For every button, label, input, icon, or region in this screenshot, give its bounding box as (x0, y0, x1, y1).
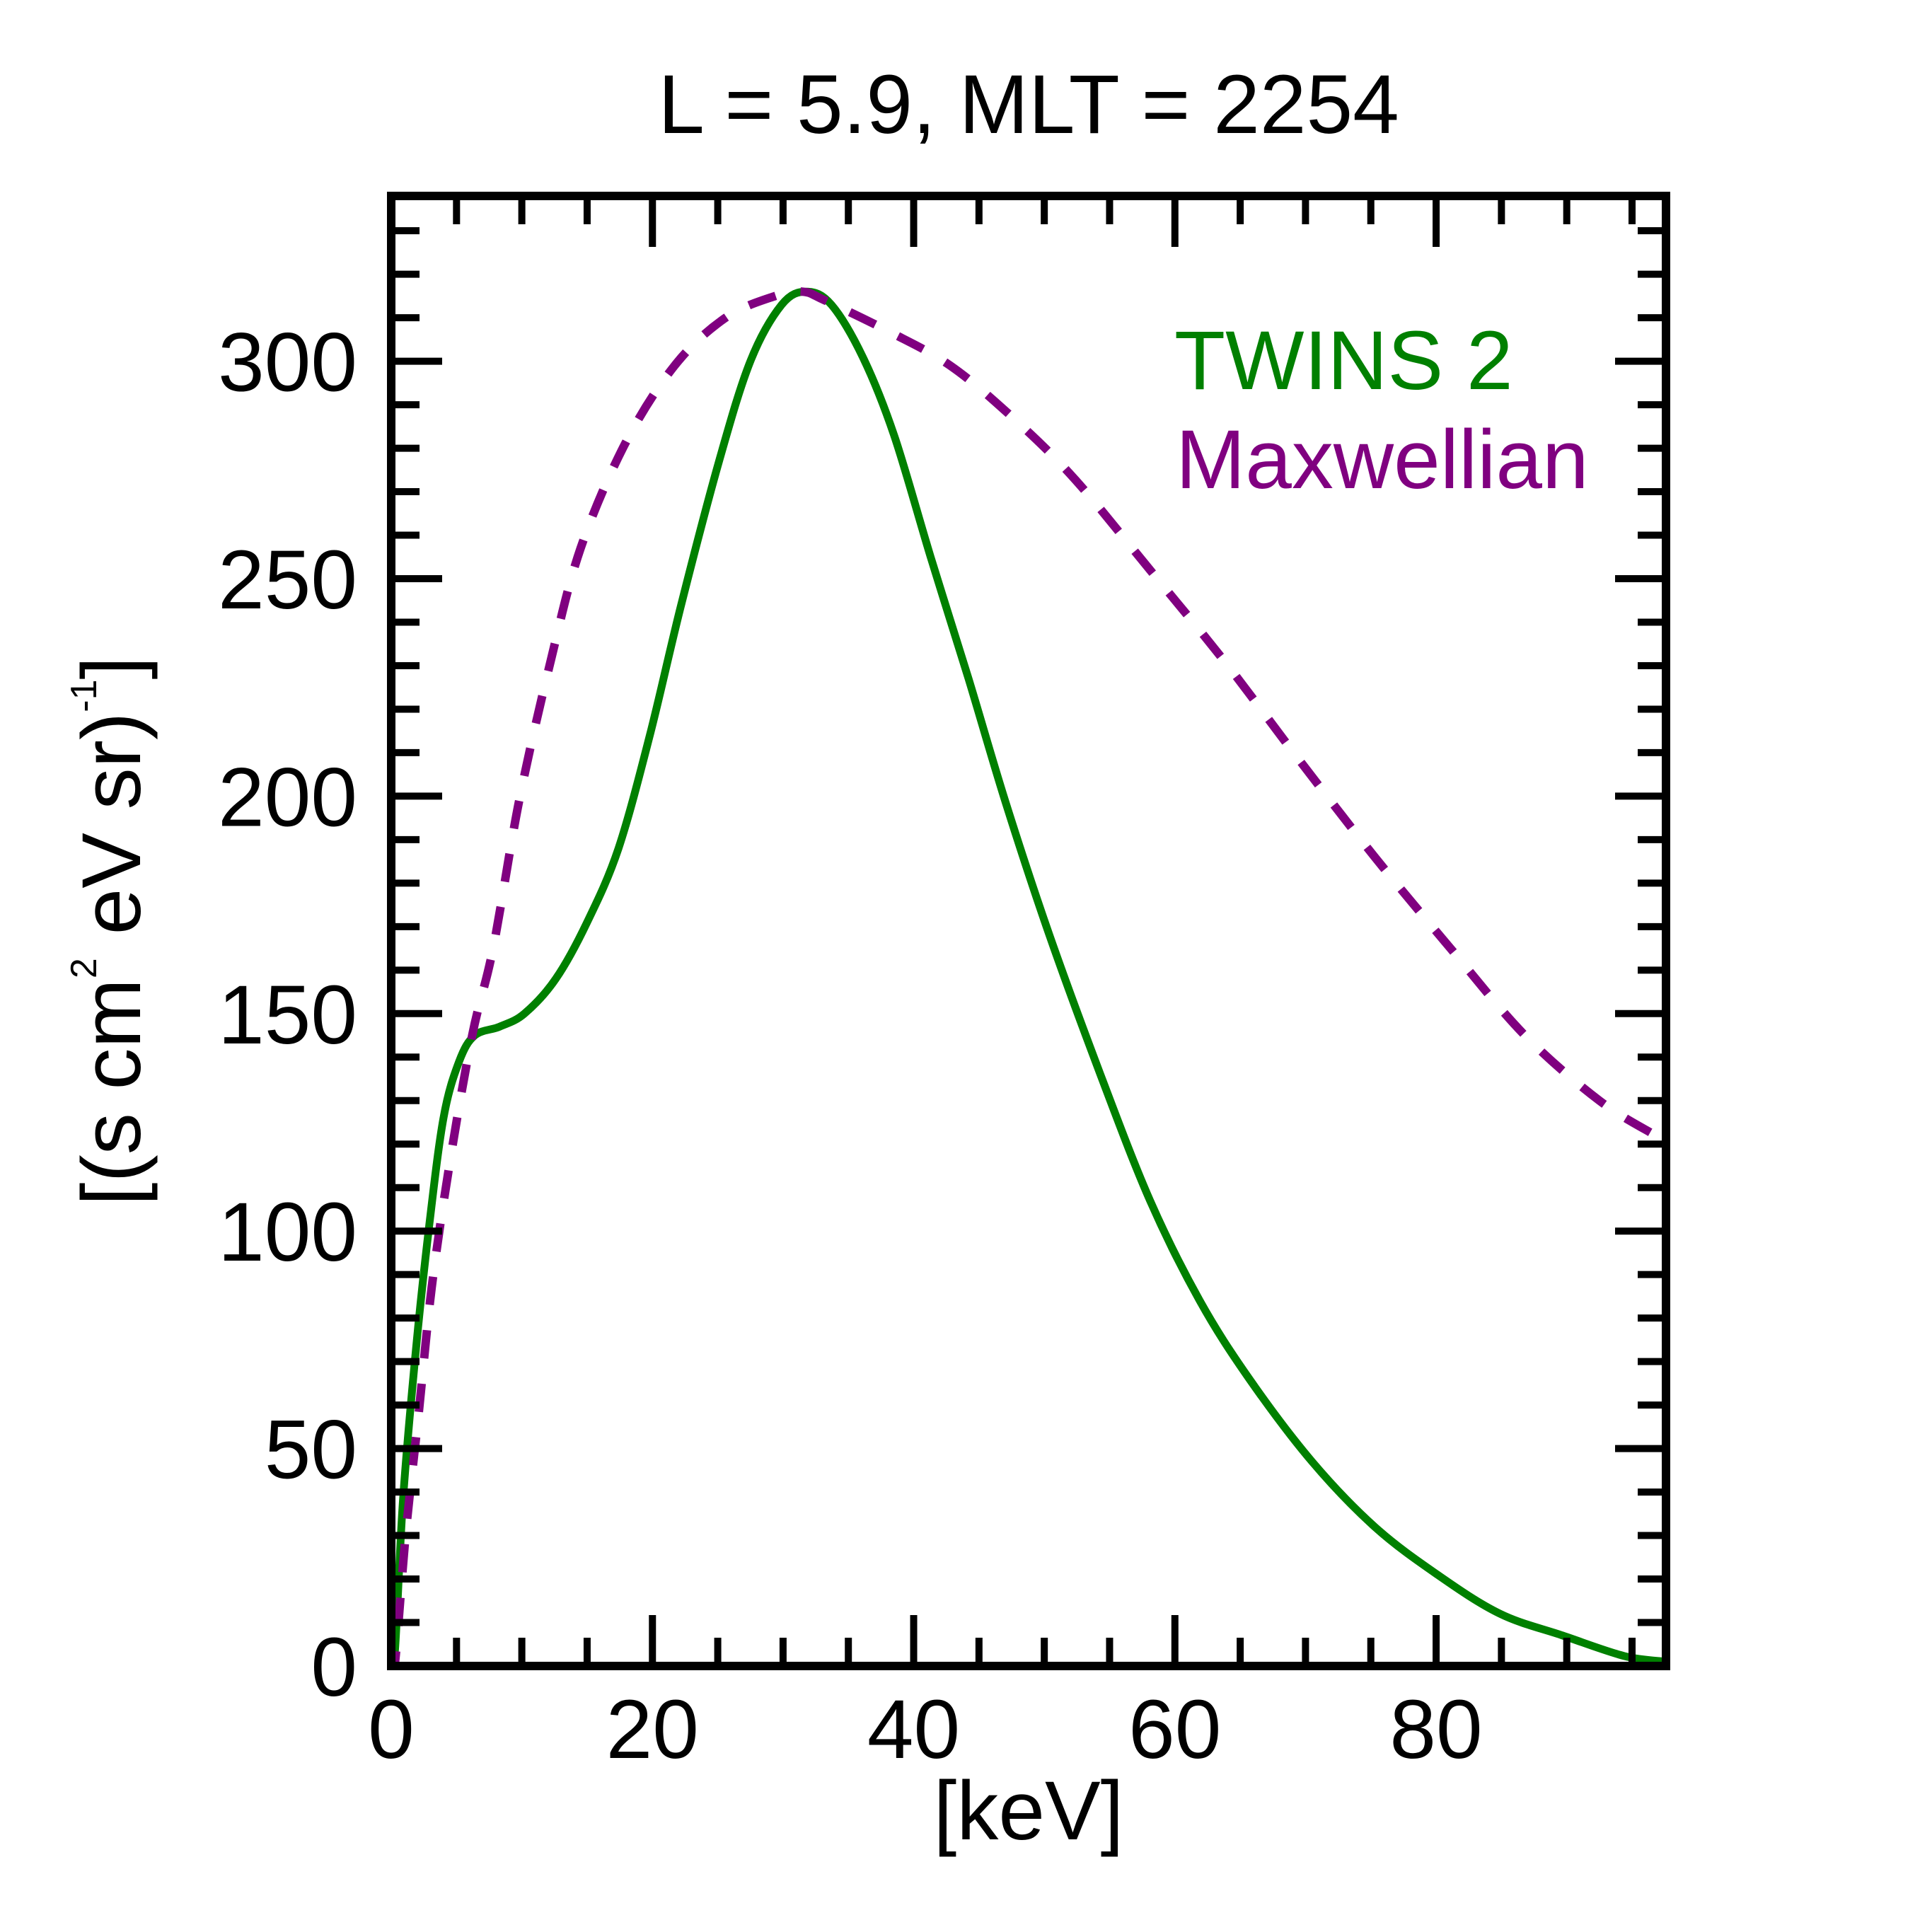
series-line-maxwellian (391, 287, 1658, 1666)
y-axis-label-sup-2: 2 (64, 958, 105, 978)
x-tick-label: 20 (606, 1683, 699, 1776)
legend-entry-maxwellian: Maxwellian (1176, 413, 1589, 507)
plot-frame (387, 192, 1670, 1670)
y-tick-label: 150 (218, 968, 357, 1062)
x-axis-label: [keV] (934, 1764, 1124, 1858)
x-tick-label: 60 (1128, 1683, 1221, 1776)
ticks-layer (388, 196, 1666, 1670)
y-axis-label-sup-neg1: -1 (64, 679, 105, 712)
y-axis-label-part-1: [(s cm (65, 978, 158, 1205)
x-tick-label: 40 (867, 1683, 960, 1776)
y-tick-label: 50 (265, 1404, 357, 1497)
y-axis-label: [(s cm2 eV sr)-1] (64, 656, 158, 1206)
y-axis-label-part-2: eV sr) (65, 712, 158, 959)
legend-entry-twins2: TWINS 2 (1174, 314, 1513, 407)
series-layer (391, 287, 1666, 1666)
y-axis-label-part-3: ] (65, 656, 158, 680)
svg-text:[(s cm2 eV sr)-1]: [(s cm2 eV sr)-1] (64, 656, 158, 1206)
tick-labels-layer: 0 20 40 60 80 0 50 100 150 200 250 300 (218, 316, 1483, 1776)
y-tick-label: 250 (218, 533, 357, 627)
y-tick-label: 100 (218, 1186, 357, 1279)
legend: TWINS 2 Maxwellian (1174, 314, 1589, 507)
y-tick-label: 300 (218, 316, 357, 410)
y-tick-label: 0 (311, 1621, 357, 1714)
x-tick-label: 80 (1389, 1683, 1482, 1776)
x-tick-label: 0 (368, 1683, 415, 1776)
chart-title: L = 5.9, MLT = 2254 (658, 58, 1399, 151)
y-tick-label: 200 (218, 751, 357, 844)
